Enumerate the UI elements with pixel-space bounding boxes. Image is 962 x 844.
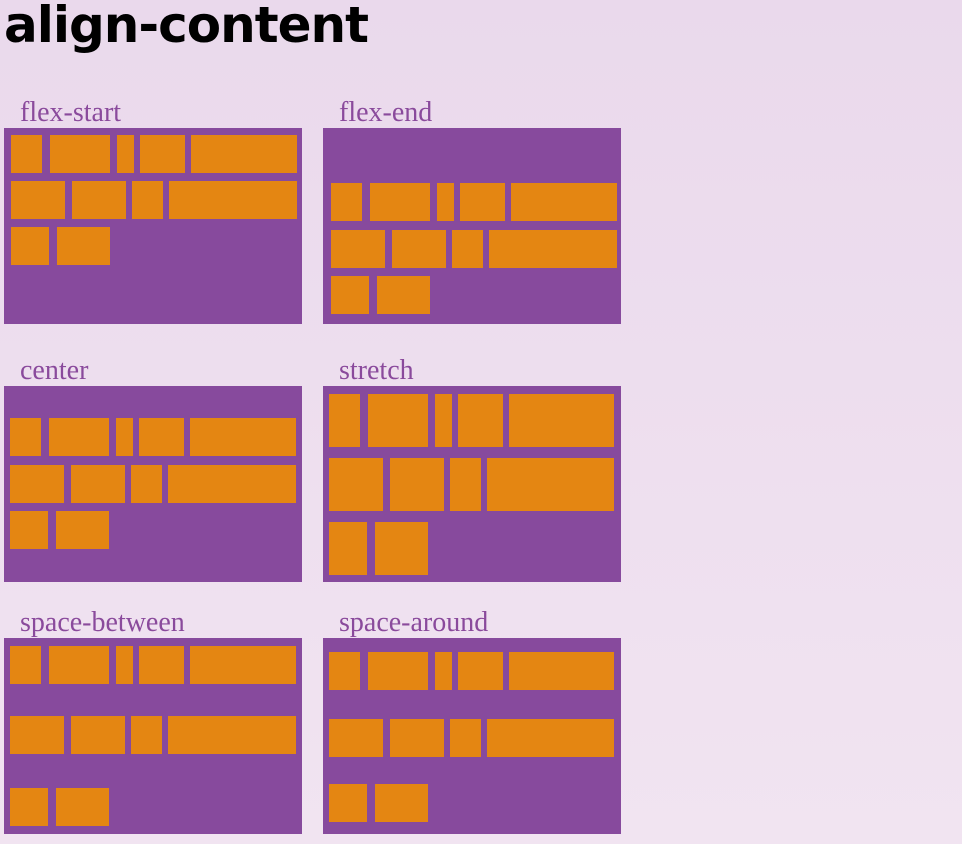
flex-item [57, 227, 110, 265]
flex-item [437, 183, 454, 221]
flex-item [329, 394, 360, 447]
flex-item [511, 183, 617, 221]
flex-item [487, 458, 614, 511]
flex-item [50, 135, 110, 173]
flex-item [375, 784, 428, 822]
flex-item [460, 183, 505, 221]
flex-container [4, 638, 302, 834]
flex-item [368, 652, 428, 690]
flex-item [11, 181, 65, 219]
flex-item [331, 230, 385, 268]
flex-item [452, 230, 483, 268]
flex-item [458, 652, 503, 690]
flex-item [56, 788, 109, 826]
flex-item [72, 181, 126, 219]
flex-item [377, 276, 430, 314]
flex-item [458, 394, 503, 447]
demo-label: flex-start [20, 97, 122, 128]
flex-item [139, 646, 184, 684]
flex-container [4, 386, 302, 582]
flex-item [450, 719, 481, 757]
flex-item [329, 784, 367, 822]
flex-item [329, 719, 383, 757]
flex-item [390, 458, 444, 511]
flex-item [392, 230, 446, 268]
flex-item [190, 646, 296, 684]
flex-item [435, 652, 452, 690]
flex-container [323, 128, 621, 324]
demo-label: space-between [20, 607, 185, 638]
flex-item [116, 418, 133, 456]
flex-item [10, 788, 48, 826]
flex-item [509, 394, 614, 447]
demo-label: space-around [339, 607, 489, 638]
flex-item [190, 418, 296, 456]
flex-item [11, 135, 42, 173]
flex-item [117, 135, 134, 173]
page-title: align-content [4, 0, 369, 54]
flex-item [169, 181, 297, 219]
flex-item [489, 230, 617, 268]
flex-item [435, 394, 452, 447]
demo-label: center [20, 355, 89, 386]
flex-item [11, 227, 49, 265]
flex-item [331, 276, 369, 314]
flex-item [10, 511, 48, 549]
flex-item [49, 646, 109, 684]
flex-item [390, 719, 444, 757]
flex-item [131, 716, 162, 754]
flex-container [4, 128, 302, 324]
flex-item [140, 135, 185, 173]
flex-item [168, 716, 296, 754]
flex-container [323, 638, 621, 834]
flex-item [10, 465, 64, 503]
flex-item [139, 418, 184, 456]
flex-item [450, 458, 481, 511]
flex-container [323, 386, 621, 582]
flex-item [191, 135, 297, 173]
demo-label: flex-end [339, 97, 433, 128]
flex-item [370, 183, 430, 221]
flex-item [131, 465, 162, 503]
flex-item [368, 394, 428, 447]
flex-item [331, 183, 362, 221]
flex-item [10, 418, 41, 456]
flex-item [71, 465, 125, 503]
flex-item [49, 418, 109, 456]
flex-item [509, 652, 614, 690]
flex-item [56, 511, 109, 549]
flex-item [329, 652, 360, 690]
flex-item [487, 719, 614, 757]
flex-item [10, 716, 64, 754]
demo-label: stretch [339, 355, 414, 386]
flex-item [329, 522, 367, 575]
flex-item [132, 181, 163, 219]
flex-item [71, 716, 125, 754]
flex-item [10, 646, 41, 684]
flex-item [329, 458, 383, 511]
flex-item [375, 522, 428, 575]
flex-item [116, 646, 133, 684]
flex-item [168, 465, 296, 503]
